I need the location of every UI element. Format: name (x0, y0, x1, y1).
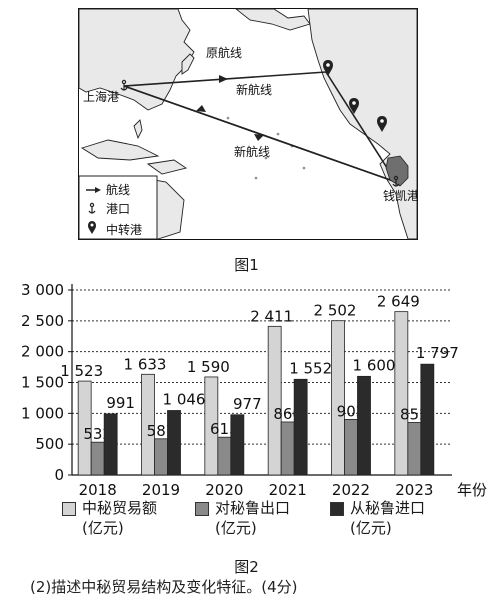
arrowhead-new-east (254, 134, 264, 141)
bar (217, 436, 232, 476)
x-axis-unit: 年份 (457, 481, 487, 499)
bar (77, 380, 92, 476)
legend-label-import: 从秘鲁进口(亿元) (350, 499, 426, 537)
landmass-new-guinea (146, 159, 188, 175)
legend-item-import: 从秘鲁进口(亿元) (330, 498, 440, 538)
data-label: 977 (233, 395, 262, 413)
data-label: 1 590 (187, 358, 230, 376)
y-tick-label: 1 500 (21, 374, 64, 392)
data-label: 1 046 (163, 390, 206, 408)
data-label: 2 502 (314, 302, 357, 320)
route-label-original: 原航线 (206, 45, 242, 60)
bar (90, 441, 105, 476)
anchor-icon (392, 175, 400, 187)
legend-label-port: 港口 (106, 202, 130, 216)
pin-icon (377, 116, 387, 132)
question-text: (2)描述中秘贸易结构及变化特征。(4分) (30, 578, 298, 596)
y-tick-label: 1 000 (21, 404, 64, 422)
legend-label-export: 对秘鲁出口(亿元) (215, 499, 291, 537)
legend-swatch-export (195, 502, 209, 516)
landmass-americas (307, 8, 418, 240)
data-label: 2 411 (250, 307, 293, 325)
legend-item-trade-total: 中秘贸易额(亿元) (62, 498, 172, 538)
peru-region (385, 155, 409, 187)
bar (154, 438, 168, 476)
figure2-caption: 图2 (234, 558, 259, 576)
y-tick-label: 500 (35, 435, 64, 453)
landmass-indonesia (80, 139, 160, 161)
port-anchors (120, 79, 400, 187)
bar (331, 320, 345, 476)
data-label: 1 552 (289, 359, 332, 377)
legend-swatch-trade-total (62, 502, 76, 516)
bar (293, 378, 308, 476)
pin-icon (88, 221, 96, 234)
transit-pins (323, 60, 387, 132)
route-line-via-transit (325, 71, 397, 183)
legend-label-route: 航线 (106, 182, 130, 197)
anchor-icon (88, 202, 96, 214)
legend-label-trade-total: 中秘贸易额(亿元) (82, 499, 158, 537)
y-tick-label: 2 000 (21, 343, 64, 361)
data-label: 991 (106, 394, 135, 412)
bar (167, 410, 181, 476)
bar (141, 373, 155, 476)
figure1-caption: 图1 (234, 256, 259, 274)
pin-icon (349, 98, 359, 114)
bar (280, 421, 295, 476)
bar (267, 325, 282, 476)
data-label: 2 649 (377, 293, 420, 311)
x-tick-label: 2019 (142, 481, 180, 499)
x-tick-label: 2020 (205, 481, 243, 499)
bar (204, 376, 219, 476)
port-label-chancay: 钱凯港 (383, 188, 418, 203)
data-label: 1 600 (353, 356, 396, 374)
map-labels: 原航线 新航线 新航线 上海港 钱凯港 (83, 45, 419, 203)
bar (420, 363, 435, 476)
bar (230, 414, 245, 476)
data-label: 1 633 (124, 355, 167, 373)
legend-item-export: 对秘鲁出口(亿元) (195, 498, 305, 538)
arrow-icon (86, 187, 101, 193)
landmass-philippines (133, 119, 143, 140)
map-legend: 航线 港口 中转港 (78, 175, 158, 240)
legend-label-transit: 中转港 (106, 222, 142, 237)
bar (357, 375, 371, 476)
arrowhead-new-return (196, 105, 206, 112)
data-label: 1 797 (416, 344, 459, 362)
arrowhead-original (219, 75, 228, 83)
pin-icon (323, 60, 333, 76)
data-label: 1 523 (60, 362, 103, 380)
anchor-icon (120, 79, 128, 91)
y-tick-label: 3 000 (21, 281, 64, 299)
landmass-asia (78, 8, 195, 111)
x-tick-label: 2021 (269, 481, 307, 499)
bar (344, 418, 358, 476)
landmass-japan (181, 53, 195, 75)
trade-bar-chart: 3 000 2 500 2 000 1 500 1 000 500 0 1 523 532 991… (0, 270, 493, 550)
port-label-shanghai: 上海港 (83, 89, 119, 104)
x-tick-label: 2023 (395, 481, 433, 499)
x-tick-label: 2018 (79, 481, 117, 499)
bar (407, 422, 422, 476)
bar (394, 311, 409, 476)
route-lines (123, 71, 397, 183)
legend-swatch-import (330, 502, 344, 516)
y-tick-label: 0 (54, 466, 64, 484)
coast-dots (226, 116, 306, 180)
route-map-svg: 原航线 新航线 新航线 上海港 钱凯港 航线 港口 中转港 (78, 8, 419, 240)
route-label-new-1: 新航线 (236, 82, 272, 97)
y-tick-label: 2 500 (21, 312, 64, 330)
route-arrowheads (196, 75, 264, 141)
route-line-new-return (123, 85, 397, 183)
route-label-new-2: 新航线 (234, 144, 270, 159)
route-map: 原航线 新航线 新航线 上海港 钱凯港 航线 港口 中转港 (78, 8, 419, 240)
x-tick-label: 2022 (332, 481, 370, 499)
bar (103, 413, 118, 476)
